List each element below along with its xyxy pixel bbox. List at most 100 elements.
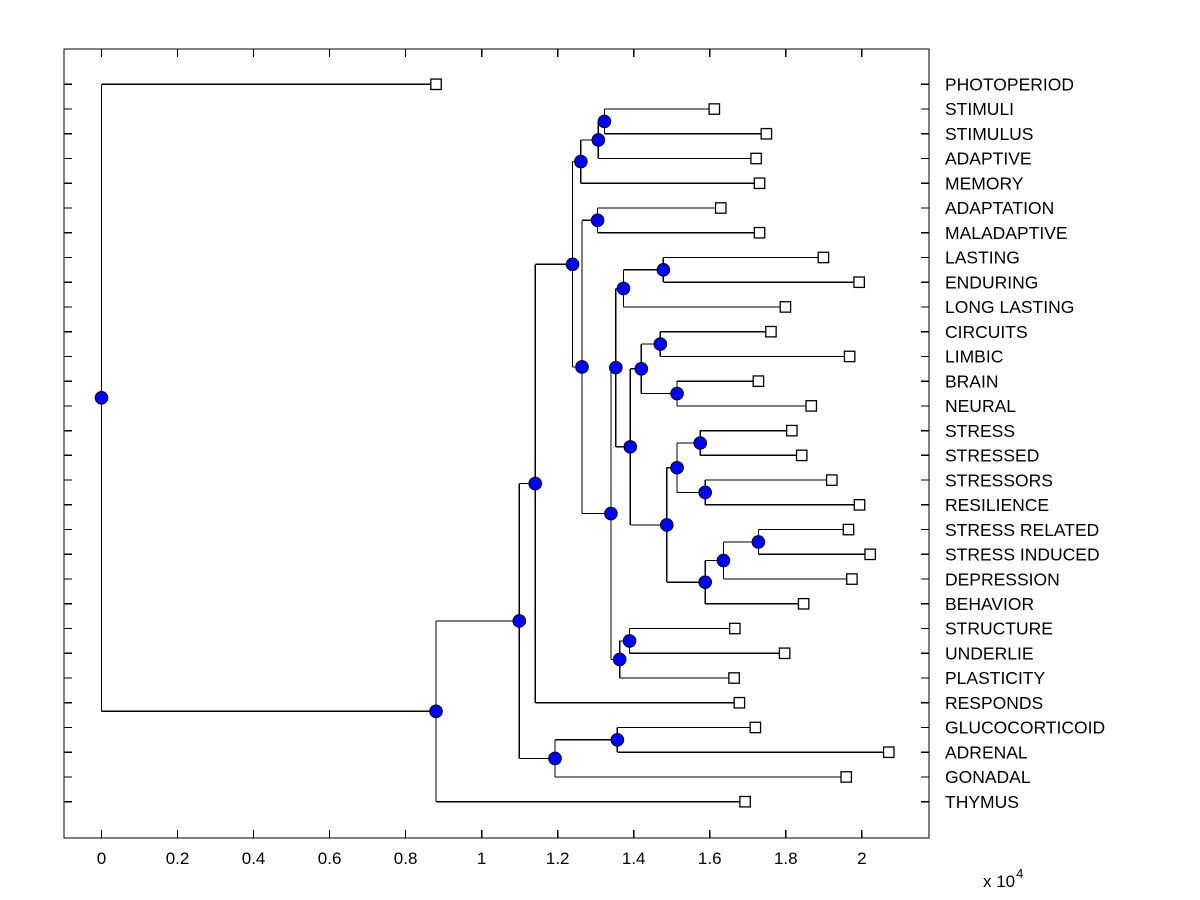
leaf-label: RESILIENCE xyxy=(945,495,1049,515)
x-tick-label: 0.6 xyxy=(318,849,342,868)
leaf-marker xyxy=(749,721,762,734)
leaf-marker xyxy=(728,622,741,635)
x-tick-label: 1.6 xyxy=(698,849,722,868)
leaf-label: THYMUS xyxy=(945,792,1019,812)
leaf-label: STRUCTURE xyxy=(945,619,1053,639)
leaf-marker xyxy=(795,449,808,462)
x-tick-label: 0.4 xyxy=(242,849,266,868)
internal-node-marker xyxy=(670,386,684,401)
leaf-marker xyxy=(853,498,866,511)
leaf-label: STRESSORS xyxy=(945,470,1053,490)
internal-node-marker xyxy=(94,391,109,405)
markers xyxy=(94,78,895,808)
leaf-marker xyxy=(817,251,830,264)
leaf-label: CIRCUITS xyxy=(945,322,1028,342)
leaf-label: PLASTICITY xyxy=(945,668,1045,688)
internal-node-marker xyxy=(616,281,631,296)
leaf-label: DEPRESSION xyxy=(945,569,1060,589)
leaf-label: BEHAVIOR xyxy=(945,594,1034,614)
leaf-label: BRAIN xyxy=(945,371,998,391)
x-tick-label: 1.4 xyxy=(622,849,646,868)
leaf-marker xyxy=(825,474,838,486)
axes xyxy=(63,48,930,839)
leaf-marker xyxy=(765,325,777,338)
internal-node-marker xyxy=(612,652,627,667)
leaf-label: STRESSED xyxy=(945,446,1039,466)
plot-box xyxy=(63,48,930,839)
leaf-label: STRESS xyxy=(945,421,1015,441)
leaf-marker xyxy=(840,771,853,783)
leaf-label: GONADAL xyxy=(945,767,1031,787)
leaf-label: NEURAL xyxy=(945,396,1016,416)
internal-node-marker xyxy=(693,436,708,450)
leaf-label: MEMORY xyxy=(945,173,1024,193)
leaf-label: STRESS RELATED xyxy=(945,520,1099,540)
leaf-marker xyxy=(779,301,792,313)
internal-node-marker xyxy=(575,360,589,374)
tree-edges xyxy=(100,83,889,803)
leaf-marker xyxy=(786,424,798,437)
leaf-marker xyxy=(708,103,721,115)
x-tick-label: 0 xyxy=(97,849,106,868)
internal-node-marker xyxy=(698,575,712,589)
leaf-marker xyxy=(714,202,727,214)
leaf-label: ENDURING xyxy=(945,272,1038,292)
leaf-marker xyxy=(797,597,810,610)
internal-node-marker xyxy=(623,440,638,454)
internal-node-marker xyxy=(574,154,588,169)
internal-node-marker xyxy=(590,213,605,228)
internal-node-marker xyxy=(429,704,443,719)
leaf-marker xyxy=(739,795,751,808)
axis-multiplier-label: x 104 xyxy=(983,866,1023,891)
internal-node-marker xyxy=(698,485,712,500)
leaf-label: LASTING xyxy=(945,248,1020,268)
x-tick-label: 2 xyxy=(857,849,866,868)
internal-node-marker xyxy=(548,751,562,766)
leaf-marker xyxy=(728,672,740,684)
internal-node-marker xyxy=(670,460,684,475)
leaf-label: STIMULUS xyxy=(945,124,1033,144)
leaf-marker xyxy=(853,276,865,289)
leaf-label: ADAPTATION xyxy=(945,198,1054,218)
leaf-marker xyxy=(864,548,877,561)
leaf-marker xyxy=(842,523,855,536)
leaf-label: ADAPTIVE xyxy=(945,149,1032,169)
internal-node-marker xyxy=(622,634,637,648)
x-tick-label: 0.2 xyxy=(166,849,190,868)
internal-node-marker xyxy=(751,535,766,549)
leaf-label: STIMULI xyxy=(945,99,1014,119)
leaf-marker xyxy=(843,350,856,363)
leaf-marker xyxy=(846,573,858,585)
leaf-marker xyxy=(753,177,766,190)
internal-node-marker xyxy=(528,476,543,491)
leaf-label: STRESS INDUCED xyxy=(945,545,1100,565)
internal-node-marker xyxy=(609,360,623,375)
leaf-label: RESPONDS xyxy=(945,693,1043,713)
leaf-label: ADRENAL xyxy=(945,742,1028,762)
labels: 0 0.2 0.4 0.6 0.8 1 1.2 1.4 1.6 1.8 2 x 104 PHOTOPER… xyxy=(97,75,1105,892)
leaf-marker xyxy=(753,226,766,239)
internal-node-marker xyxy=(604,506,618,521)
x-tick-label: 1 xyxy=(477,849,486,868)
x-tick-label: 1.2 xyxy=(546,849,570,868)
leaf-label: LIMBIC xyxy=(945,347,1003,367)
internal-node-marker xyxy=(597,114,612,129)
internal-node-marker xyxy=(653,337,668,351)
internal-node-marker xyxy=(716,553,731,568)
leaf-marker xyxy=(882,746,895,759)
internal-node-marker xyxy=(565,257,580,272)
leaf-marker xyxy=(430,78,442,91)
x-tick-label: 1.8 xyxy=(774,849,798,868)
leaf-marker xyxy=(778,647,791,660)
leaf-marker xyxy=(750,152,762,165)
leaf-label: UNDERLIE xyxy=(945,643,1034,663)
leaf-marker xyxy=(733,696,746,709)
leaf-label: GLUCOCORTICOID xyxy=(945,718,1105,738)
internal-node-marker xyxy=(610,733,625,747)
leaf-marker xyxy=(760,127,773,140)
internal-node-marker xyxy=(656,263,671,277)
x-tick-label: 0.8 xyxy=(394,849,418,868)
leaf-marker xyxy=(805,400,818,412)
leaf-label: PHOTOPERIOD xyxy=(945,75,1074,95)
